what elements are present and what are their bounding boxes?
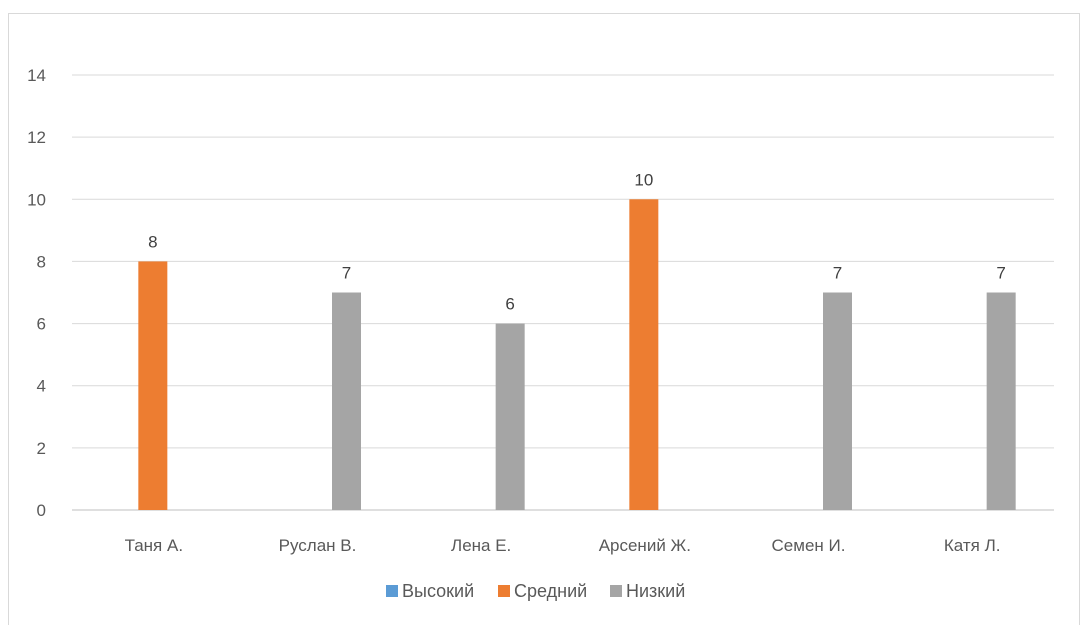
bars	[138, 199, 1016, 511]
legend-swatch	[610, 585, 622, 597]
gridlines	[72, 74, 1054, 511]
bar	[823, 292, 852, 510]
y-tick-label: 14	[27, 66, 46, 85]
legend-item: Низкий	[610, 581, 685, 601]
data-labels: 8 7 6 10 7 7	[148, 170, 1006, 313]
legend: Высокий Средний Низкий	[386, 581, 685, 601]
legend-swatch	[498, 585, 510, 597]
x-tick-label: Семен И.	[772, 536, 846, 555]
data-label: 10	[634, 170, 653, 189]
y-tick-label: 6	[37, 315, 46, 334]
x-tick-label: Лена Е.	[451, 536, 511, 555]
x-tick-label: Катя Л.	[944, 536, 1001, 555]
data-label: 6	[505, 295, 514, 314]
bar	[629, 199, 659, 511]
legend-swatch	[386, 585, 398, 597]
legend-label: Низкий	[626, 581, 685, 601]
x-tick-label: Таня А.	[125, 536, 183, 555]
y-axis: 0 2 4 6 8 10 12 14	[27, 66, 46, 520]
x-axis: Таня А. Руслан В. Лена Е. Арсений Ж. Семен И…	[125, 536, 1001, 555]
data-label: 8	[148, 232, 157, 251]
y-tick-label: 12	[27, 128, 46, 147]
y-tick-label: 8	[37, 252, 46, 271]
bar	[332, 292, 361, 510]
y-tick-label: 0	[37, 501, 46, 520]
chart-frame	[8, 13, 1080, 625]
x-tick-label: Арсений Ж.	[599, 536, 691, 555]
x-tick-label: Руслан В.	[279, 536, 357, 555]
y-tick-label: 10	[27, 190, 46, 209]
y-tick-label: 4	[37, 377, 46, 396]
legend-item: Средний	[498, 581, 587, 601]
data-label: 7	[833, 264, 842, 283]
data-label: 7	[342, 264, 351, 283]
bar	[138, 261, 168, 510]
legend-item: Высокий	[386, 581, 474, 601]
y-tick-label: 2	[37, 439, 46, 458]
bar	[986, 292, 1016, 510]
legend-label: Высокий	[402, 581, 474, 601]
data-label: 7	[996, 264, 1005, 283]
legend-label: Средний	[514, 581, 587, 601]
bar	[495, 323, 525, 510]
